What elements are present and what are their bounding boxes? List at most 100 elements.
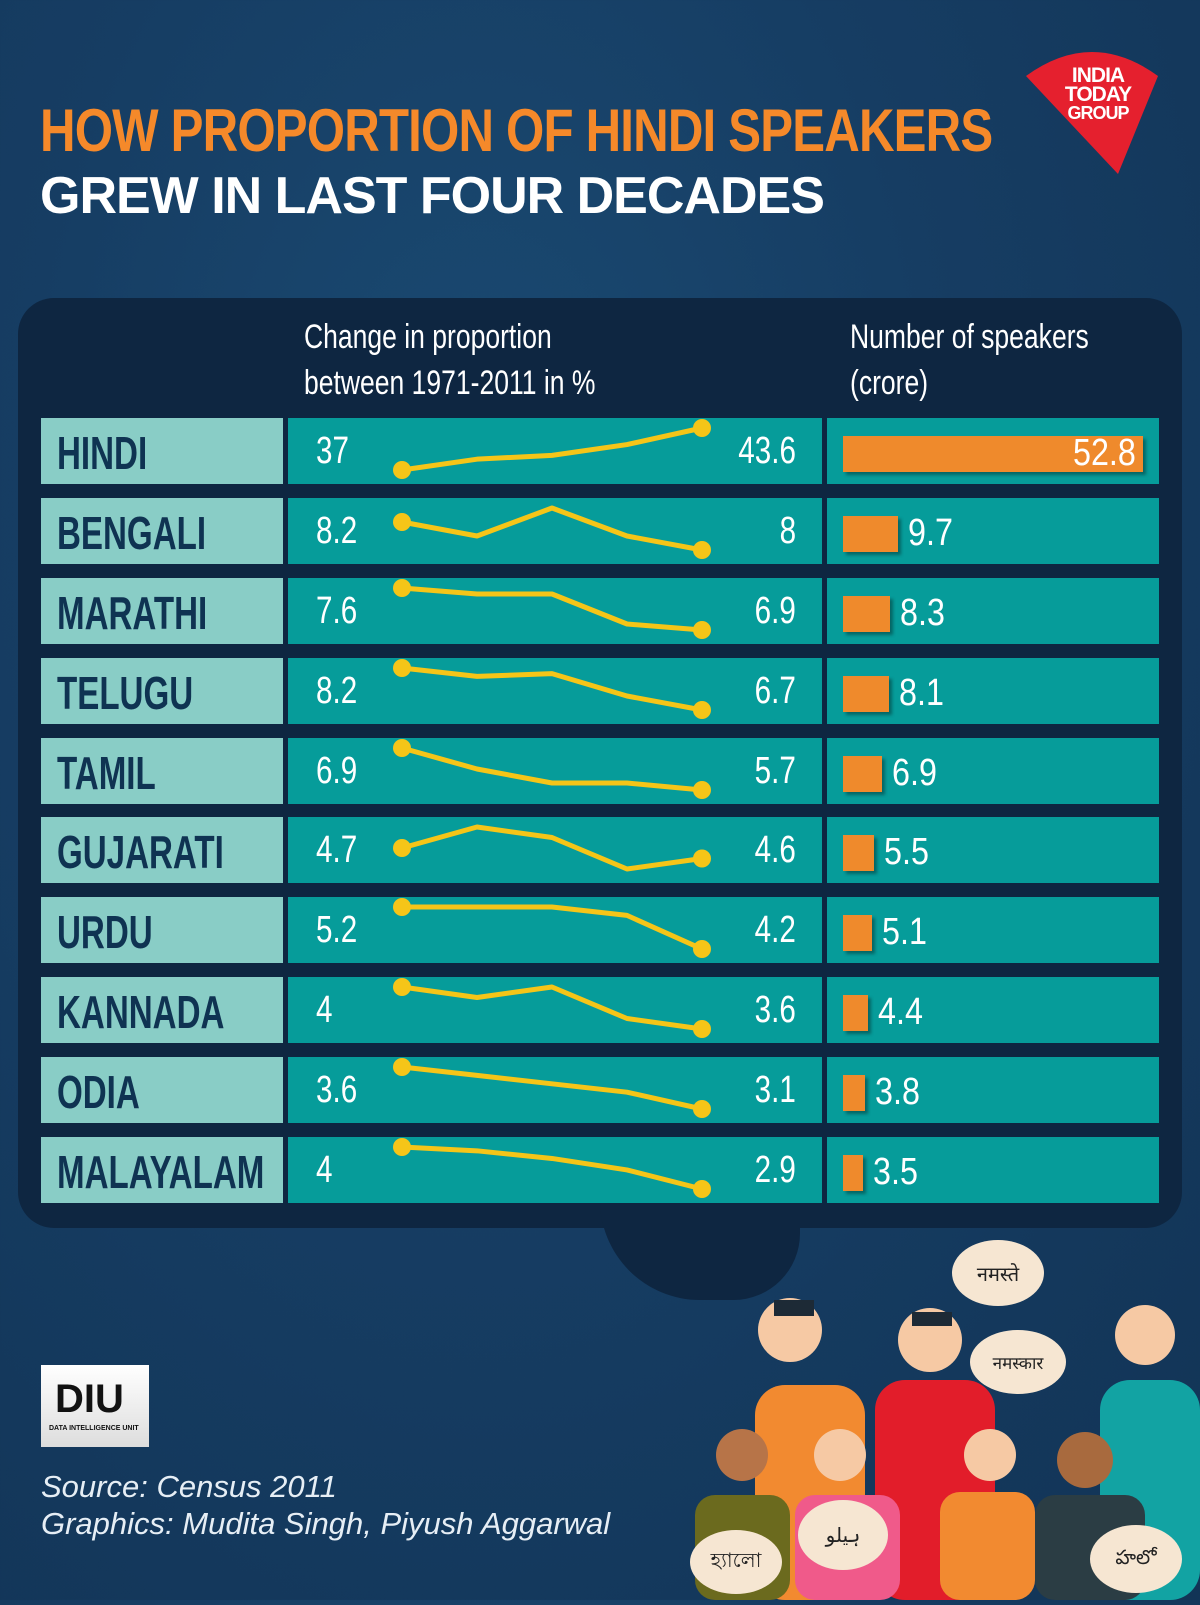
speakers-value: 52.8	[1073, 432, 1136, 474]
table-row: ODIA 3.6 3.1 3.8	[41, 1057, 1159, 1123]
greeting-bubble-marathi: नमस्कार	[970, 1330, 1066, 1394]
start-value: 4.7	[316, 829, 358, 871]
speakers-cell: 3.8	[827, 1057, 1159, 1123]
speakers-value: 8.3	[900, 592, 946, 634]
end-value: 2.9	[754, 1149, 796, 1191]
speakers-value: 8.1	[899, 672, 944, 714]
india-today-logo-icon	[1026, 52, 1158, 174]
start-value: 37	[316, 430, 349, 472]
change-cell: 8.2 6.7	[288, 658, 822, 724]
greeting-bubble-bengali: হ্যালো	[690, 1530, 782, 1594]
speakers-cell: 52.8	[827, 418, 1159, 484]
speakers-bar	[843, 995, 868, 1031]
india-today-logo-text: INDIA TODAY GROUP	[1064, 64, 1132, 123]
change-column-header: Change in proportion between 1971-2011 in…	[304, 318, 596, 402]
language-label: MARATHI	[41, 578, 283, 644]
speakers-value: 4.4	[878, 991, 923, 1033]
speakers-bar	[843, 835, 875, 871]
start-value: 8.2	[316, 670, 358, 712]
language-label: MALAYALAM	[41, 1137, 283, 1203]
language-label: TAMIL	[41, 738, 283, 804]
change-cell: 6.9 5.7	[288, 738, 822, 804]
speakers-cell: 5.5	[827, 817, 1159, 883]
speakers-bar	[843, 436, 1143, 472]
language-label: URDU	[41, 897, 283, 963]
speakers-bar	[843, 676, 890, 712]
change-cell: 5.2 4.2	[288, 897, 822, 963]
start-value: 6.9	[316, 750, 358, 792]
speakers-bar	[843, 596, 891, 632]
speakers-bar	[843, 1155, 863, 1191]
sparkline-icon	[393, 1058, 711, 1118]
table-row: MARATHI 7.6 6.9 8.3	[41, 578, 1159, 644]
sparkline-icon	[393, 978, 711, 1038]
greeting-bubble-hindi: नमस्ते	[952, 1240, 1044, 1306]
speakers-column-header: Number of speakers (crore)	[850, 318, 1089, 402]
language-label: TELUGU	[41, 658, 283, 724]
speakers-cell: 4.4	[827, 977, 1159, 1043]
end-value: 3.1	[754, 1069, 796, 1111]
change-cell: 4 2.9	[288, 1137, 822, 1203]
start-value: 4	[316, 989, 333, 1031]
sparkline-icon	[393, 419, 711, 479]
graphics-credit: Graphics: Mudita Singh, Piyush Aggarwal	[41, 1506, 611, 1541]
speakers-bar	[843, 1075, 865, 1111]
speakers-value: 9.7	[908, 512, 954, 554]
change-cell: 3.6 3.1	[288, 1057, 822, 1123]
speakers-cell: 3.5	[827, 1137, 1159, 1203]
speakers-cell: 9.7	[827, 498, 1159, 564]
sparkline-icon	[393, 579, 711, 639]
start-value: 8.2	[316, 510, 358, 552]
speakers-value: 6.9	[892, 752, 938, 794]
table-row: KANNADA 4 3.6 4.4	[41, 977, 1159, 1043]
table-row: GUJARATI 4.7 4.6 5.5	[41, 817, 1159, 883]
table-row: TELUGU 8.2 6.7 8.1	[41, 658, 1159, 724]
start-value: 4	[316, 1149, 333, 1191]
end-value: 8	[779, 510, 796, 552]
end-value: 6.7	[754, 670, 796, 712]
change-cell: 4.7 4.6	[288, 817, 822, 883]
end-value: 4.6	[754, 829, 796, 871]
speakers-value: 5.5	[884, 831, 930, 873]
language-label: BENGALI	[41, 498, 283, 564]
start-value: 7.6	[316, 590, 358, 632]
people-illustration: नमस्ते नमस्कार হ্যালো ہیلو హలో	[690, 1230, 1200, 1600]
end-value: 6.9	[754, 590, 796, 632]
speakers-cell: 8.3	[827, 578, 1159, 644]
greeting-bubble-urdu: ہیلو	[798, 1500, 888, 1570]
end-value: 43.6	[738, 430, 796, 472]
change-cell: 4 3.6	[288, 977, 822, 1043]
sparkline-icon	[393, 505, 711, 559]
language-label: ODIA	[41, 1057, 283, 1123]
table-row: TAMIL 6.9 5.7 6.9	[41, 738, 1159, 804]
speakers-value: 3.8	[874, 1071, 920, 1113]
sparkline-icon	[393, 659, 711, 719]
start-value: 3.6	[316, 1069, 358, 1111]
speakers-value: 3.5	[872, 1151, 918, 1193]
diu-logo: DIU DATA INTELLIGENCE UNIT	[41, 1365, 149, 1447]
table-row: URDU 5.2 4.2 5.1	[41, 897, 1159, 963]
credits: Source: Census 2011 Graphics: Mudita Sin…	[41, 1468, 610, 1542]
speakers-bar	[843, 516, 899, 552]
title-line-2: GREW IN LAST FOUR DECADES	[40, 167, 825, 225]
end-value: 4.2	[754, 909, 796, 951]
sparkline-icon	[393, 824, 711, 872]
table-row: BENGALI 8.2 8 9.7	[41, 498, 1159, 564]
table-row: HINDI 37 43.6 52.8	[41, 418, 1159, 484]
change-cell: 37 43.6	[288, 418, 822, 484]
speakers-bar	[843, 756, 883, 792]
change-cell: 7.6 6.9	[288, 578, 822, 644]
sparkline-icon	[393, 739, 711, 799]
title-line-1: HOW PROPORTION OF HINDI SPEAKERS	[40, 97, 993, 164]
language-label: GUJARATI	[41, 817, 283, 883]
end-value: 3.6	[754, 989, 796, 1031]
language-label: HINDI	[41, 418, 283, 484]
table-row: MALAYALAM 4 2.9 3.5	[41, 1137, 1159, 1203]
speakers-cell: 6.9	[827, 738, 1159, 804]
greeting-bubble-telugu: హలో	[1090, 1525, 1182, 1593]
source-text: Source: Census 2011	[41, 1469, 337, 1504]
end-value: 5.7	[754, 750, 796, 792]
speakers-cell: 8.1	[827, 658, 1159, 724]
speakers-bar	[843, 915, 872, 951]
change-cell: 8.2 8	[288, 498, 822, 564]
